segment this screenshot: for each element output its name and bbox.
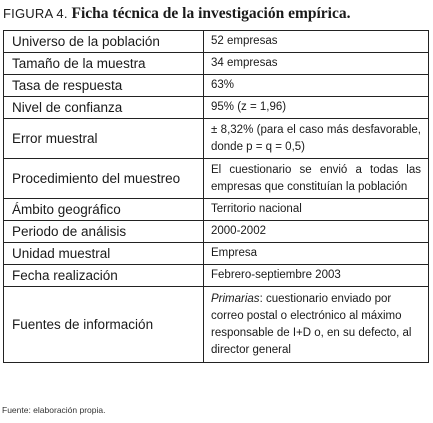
table-row: Periodo de análisis 2000-2002: [3, 220, 429, 243]
row-value: 95% (z = 1,96): [203, 96, 429, 119]
figure-caption: FIGURA 4. Ficha técnica de la investigac…: [3, 4, 431, 26]
table-row: Procedimiento del muestreo El cuestionar…: [3, 158, 429, 199]
row-value: Febrero-septiembre 2003: [203, 264, 429, 287]
row-label: Universo de la población: [3, 30, 204, 53]
row-label: Ámbito geográfico: [3, 198, 204, 221]
table-row: Nivel de confianza 95% (z = 1,96): [3, 96, 429, 119]
row-label: Nivel de confianza: [3, 96, 204, 119]
table-row: Universo de la población 52 empresas: [3, 30, 429, 53]
source-note: Fuente: elaboración propia.: [2, 405, 106, 415]
row-label: Error muestral: [3, 118, 204, 159]
row-value: Territorio nacional: [203, 198, 429, 221]
table-row: Fuentes de información Primarias: cuesti…: [3, 286, 429, 363]
row-value: ± 8,32% (para el caso más desfavorable, …: [203, 118, 429, 159]
table-row: Tamaño de la muestra 34 empresas: [3, 52, 429, 75]
row-label: Fuentes de información: [3, 286, 204, 363]
table-row: Tasa de respuesta 63%: [3, 74, 429, 97]
row-value: 2000-2002: [203, 220, 429, 243]
figure-number: FIGURA 4.: [3, 6, 68, 21]
figure-title: Ficha técnica de la investigación empíri…: [71, 5, 351, 22]
row-value: 34 empresas: [203, 52, 429, 75]
table-row: Ámbito geográfico Territorio nacional: [3, 198, 429, 221]
technical-sheet-table: Universo de la población 52 empresas Tam…: [3, 30, 429, 363]
row-label: Periodo de análisis: [3, 220, 204, 243]
table-row: Fecha realización Febrero-septiembre 200…: [3, 264, 429, 287]
row-value: 52 empresas: [203, 30, 429, 53]
row-label: Tasa de respuesta: [3, 74, 204, 97]
row-label: Fecha realización: [3, 264, 204, 287]
table-row: Unidad muestral Empresa: [3, 242, 429, 265]
row-label: Procedimiento del muestreo: [3, 158, 204, 199]
row-value: El cuestionario se envió a todas las emp…: [203, 158, 429, 199]
value-emphasis: Primarias: [211, 292, 260, 305]
row-value: Empresa: [203, 242, 429, 265]
value-text: : cuestionario enviado por correo postal…: [211, 292, 412, 356]
row-value: 63%: [203, 74, 429, 97]
row-label: Tamaño de la muestra: [3, 52, 204, 75]
row-label: Unidad muestral: [3, 242, 204, 265]
row-value: Primarias: cuestionario enviado por corr…: [203, 286, 429, 363]
table-row: Error muestral ± 8,32% (para el caso más…: [3, 118, 429, 159]
